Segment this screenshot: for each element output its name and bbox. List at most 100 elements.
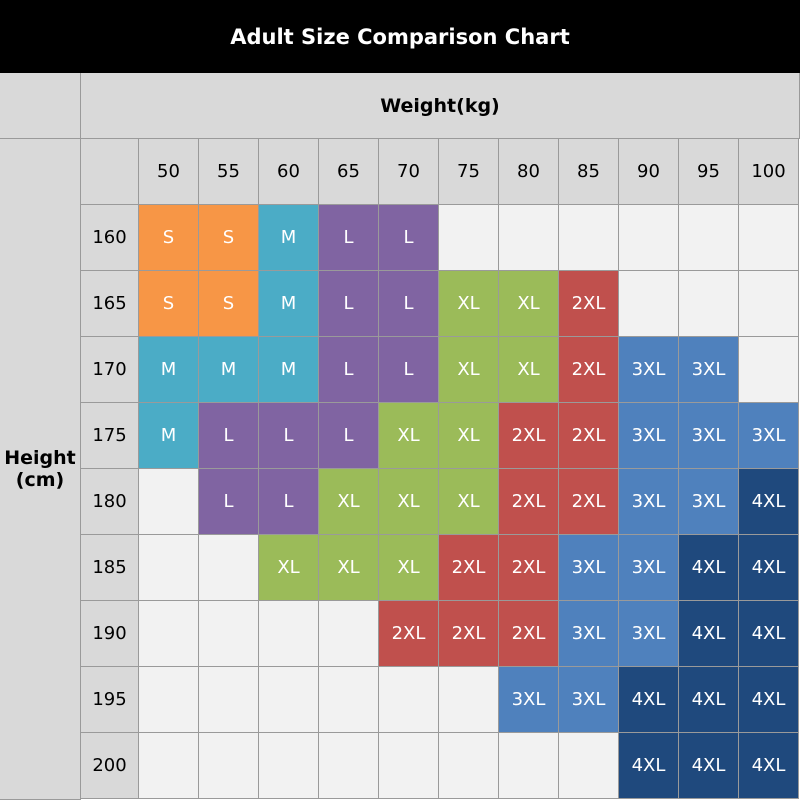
size-cell: XL <box>499 337 559 403</box>
empty-cell <box>499 733 559 799</box>
empty-cell <box>739 271 799 337</box>
height-header: 160 <box>81 205 139 271</box>
weight-header: 60 <box>259 139 319 205</box>
empty-cell <box>199 733 259 799</box>
empty-cell <box>139 601 199 667</box>
empty-cell <box>199 667 259 733</box>
size-cell: 4XL <box>679 601 739 667</box>
size-cell: 4XL <box>679 535 739 601</box>
size-cell: S <box>199 271 259 337</box>
size-cell: 3XL <box>679 337 739 403</box>
size-cell: XL <box>259 535 319 601</box>
weight-header: 55 <box>199 139 259 205</box>
size-cell: 4XL <box>739 535 799 601</box>
weight-header: 80 <box>499 139 559 205</box>
height-header: 170 <box>81 337 139 403</box>
empty-cell <box>439 205 499 271</box>
size-cell: 4XL <box>679 733 739 799</box>
empty-cell <box>139 667 199 733</box>
size-cell: 4XL <box>679 667 739 733</box>
size-cell: 2XL <box>559 337 619 403</box>
size-cell: L <box>379 337 439 403</box>
empty-cell <box>559 205 619 271</box>
size-cell: XL <box>439 271 499 337</box>
weight-header: 90 <box>619 139 679 205</box>
size-cell: L <box>379 205 439 271</box>
empty-cell <box>199 601 259 667</box>
empty-cell <box>559 733 619 799</box>
weight-header: 50 <box>139 139 199 205</box>
size-cell: 3XL <box>679 469 739 535</box>
size-cell: 3XL <box>619 337 679 403</box>
size-cell: M <box>259 271 319 337</box>
empty-cell <box>619 205 679 271</box>
size-cell: XL <box>379 469 439 535</box>
row-label: Height (cm) <box>0 139 81 800</box>
empty-cell <box>679 271 739 337</box>
empty-cell <box>439 667 499 733</box>
empty-cell <box>739 205 799 271</box>
size-cell: S <box>139 271 199 337</box>
empty-cell <box>319 601 379 667</box>
weight-header: 75 <box>439 139 499 205</box>
empty-cell <box>379 733 439 799</box>
size-cell: 2XL <box>499 601 559 667</box>
corner-cell <box>0 73 81 139</box>
empty-cell <box>319 667 379 733</box>
size-cell: 4XL <box>739 601 799 667</box>
weight-header: 65 <box>319 139 379 205</box>
empty-cell <box>379 667 439 733</box>
size-cell: L <box>319 271 379 337</box>
weight-header: 70 <box>379 139 439 205</box>
size-cell: 2XL <box>559 271 619 337</box>
size-cell: 3XL <box>559 667 619 733</box>
size-cell: L <box>199 403 259 469</box>
empty-cell <box>259 601 319 667</box>
height-header: 185 <box>81 535 139 601</box>
size-cell: XL <box>379 403 439 469</box>
empty-cell <box>259 667 319 733</box>
size-cell: L <box>319 205 379 271</box>
size-cell: L <box>319 337 379 403</box>
size-cell: 3XL <box>679 403 739 469</box>
empty-cell <box>139 469 199 535</box>
size-cell: 3XL <box>619 469 679 535</box>
height-header: 180 <box>81 469 139 535</box>
title: Adult Size Comparison Chart <box>0 0 800 73</box>
size-cell: 2XL <box>559 469 619 535</box>
weight-header: 100 <box>739 139 799 205</box>
empty-cell <box>619 271 679 337</box>
size-cell: XL <box>379 535 439 601</box>
empty-cell <box>319 733 379 799</box>
size-cell: L <box>379 271 439 337</box>
size-cell: L <box>259 403 319 469</box>
size-cell: 3XL <box>619 403 679 469</box>
empty-cell <box>739 337 799 403</box>
size-cell: 4XL <box>739 733 799 799</box>
empty-cell <box>679 205 739 271</box>
size-cell: 2XL <box>499 535 559 601</box>
size-cell: M <box>259 205 319 271</box>
size-cell: XL <box>439 337 499 403</box>
size-cell: 4XL <box>739 469 799 535</box>
weight-header: 85 <box>559 139 619 205</box>
size-cell: S <box>199 205 259 271</box>
empty-cell <box>199 535 259 601</box>
column-label: Weight(kg) <box>81 73 800 139</box>
size-cell: 3XL <box>559 601 619 667</box>
size-cell: 4XL <box>619 667 679 733</box>
height-header: 165 <box>81 271 139 337</box>
size-cell: L <box>319 403 379 469</box>
size-cell: L <box>259 469 319 535</box>
size-cell: XL <box>319 535 379 601</box>
empty-cell <box>139 535 199 601</box>
size-cell: XL <box>439 403 499 469</box>
empty-cell <box>499 205 559 271</box>
size-cell: 2XL <box>439 601 499 667</box>
size-cell: S <box>139 205 199 271</box>
corner-cell <box>81 139 139 205</box>
size-cell: 3XL <box>619 535 679 601</box>
empty-cell <box>259 733 319 799</box>
size-cell: 4XL <box>739 667 799 733</box>
